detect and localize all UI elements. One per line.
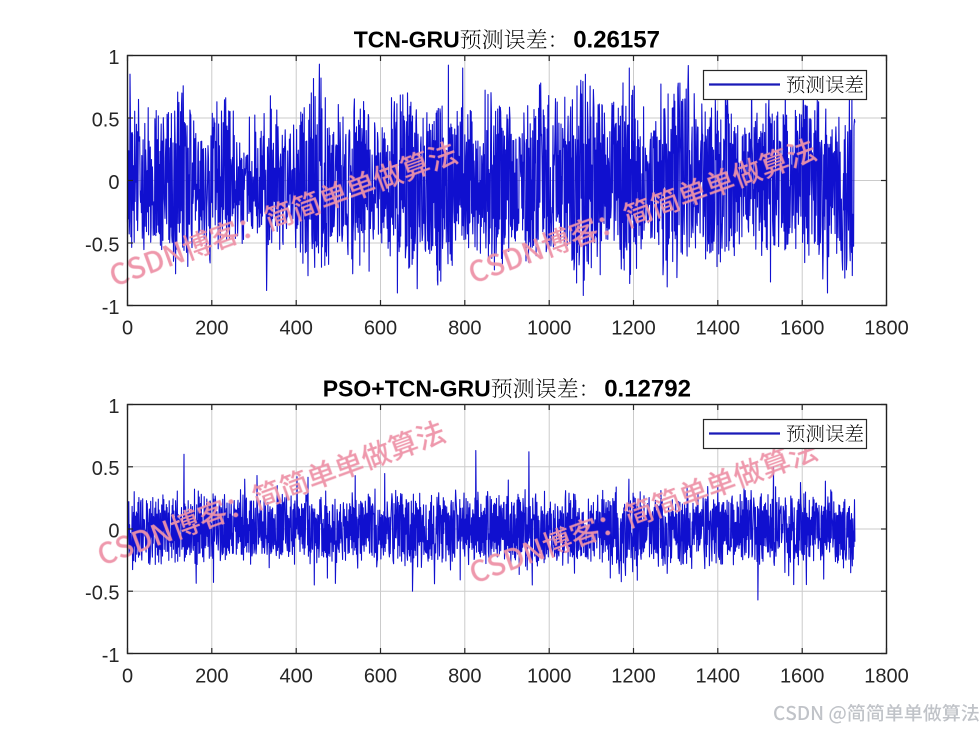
svg-text:0: 0	[108, 172, 119, 194]
svg-text:400: 400	[280, 318, 313, 340]
svg-text:1800: 1800	[864, 666, 909, 688]
svg-text:0: 0	[108, 520, 119, 542]
svg-text:1800: 1800	[864, 318, 909, 340]
svg-text:0.5: 0.5	[92, 109, 120, 131]
svg-text:1400: 1400	[696, 318, 741, 340]
svg-text:PSO+TCN-GRU: PSO+TCN-GRU	[323, 376, 491, 402]
svg-text:600: 600	[364, 666, 397, 688]
svg-text:0.5: 0.5	[92, 458, 120, 480]
svg-text:600: 600	[364, 318, 397, 340]
svg-text:1: 1	[108, 47, 119, 69]
svg-text:1600: 1600	[780, 666, 825, 688]
svg-text:TCN-GRU: TCN-GRU	[354, 27, 460, 53]
svg-text:0: 0	[122, 666, 133, 688]
svg-text:1000: 1000	[527, 666, 572, 688]
svg-text:800: 800	[448, 666, 481, 688]
svg-text:1400: 1400	[696, 666, 741, 688]
svg-text:-1: -1	[102, 645, 120, 667]
svg-text:0.26157: 0.26157	[573, 27, 660, 54]
svg-text:1000: 1000	[527, 318, 572, 340]
svg-text:1200: 1200	[611, 318, 656, 340]
svg-text:1200: 1200	[611, 666, 656, 688]
svg-text:0: 0	[122, 318, 133, 340]
svg-text:1: 1	[108, 396, 119, 418]
svg-text:-1: -1	[102, 297, 120, 319]
svg-text:0.12792: 0.12792	[604, 376, 691, 403]
svg-text:800: 800	[448, 318, 481, 340]
svg-text:-0.5: -0.5	[85, 234, 119, 256]
svg-text:200: 200	[195, 318, 228, 340]
svg-text:1600: 1600	[780, 318, 825, 340]
svg-text:-0.5: -0.5	[85, 583, 119, 605]
svg-text:400: 400	[280, 666, 313, 688]
svg-text:200: 200	[195, 666, 228, 688]
